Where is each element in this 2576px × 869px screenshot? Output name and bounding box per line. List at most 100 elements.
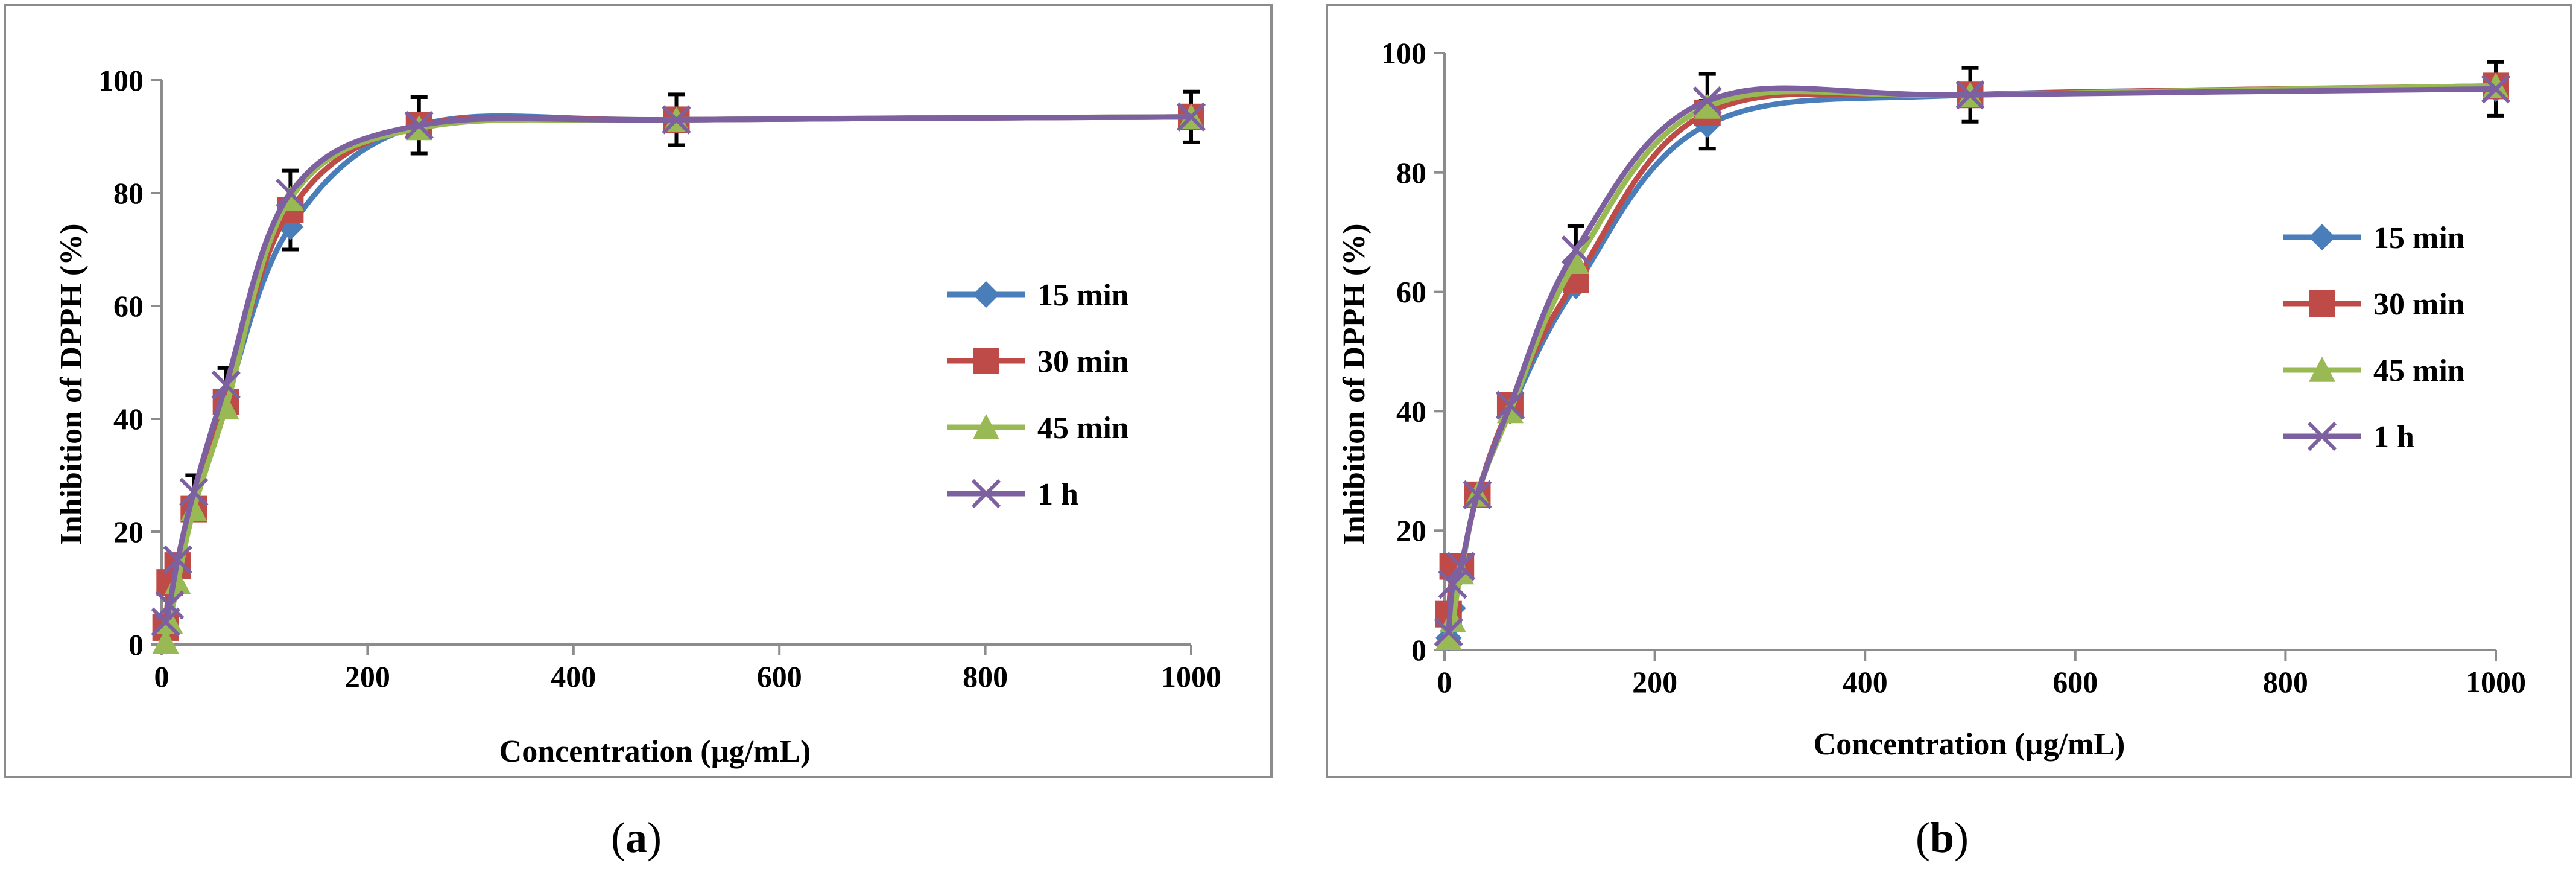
panel-a-series-3-point-stroke-2 (1176, 102, 1206, 132)
panel-b-series-3-point-stroke-2 (1438, 570, 1467, 599)
panel-b-y-tick-label: 60 (1396, 275, 1426, 309)
panel-a-legend-marker (973, 414, 999, 439)
panel-a-series-3-point (151, 607, 180, 637)
panel-b-x-tick-label: 400 (1843, 665, 1888, 699)
panel-a-legend-entry: 30 min (947, 345, 1129, 379)
panel-a-legend-marker (971, 479, 1001, 509)
panel-a-x-axis-title: Concentration (µg/mL) (499, 734, 811, 769)
panel-b-series-3-point (2481, 74, 2511, 104)
panel-b-label-close: ) (1954, 813, 1969, 862)
panel-b-legend-marker (2309, 290, 2335, 317)
panel-a-legend-entry: 1 h (947, 477, 1078, 512)
panel-b-series-3-point (1955, 80, 1985, 110)
panel-a-series-2-point (152, 628, 179, 654)
panel-a-y-tick-label: 60 (113, 289, 144, 323)
panel-a-legend-entry: 15 min (947, 278, 1129, 313)
panel-a-y-axis-title: Inhibition of DPPH (%) (54, 223, 89, 545)
panel-a-x-tick-label: 200 (345, 660, 390, 693)
panel-b-series-2-point (1694, 94, 1721, 119)
panel-b-series-2-point (1562, 249, 1589, 274)
panel-b-legend-label: 1 h (2373, 420, 2414, 454)
panel-b-legend-entry: 45 min (2283, 354, 2465, 388)
panel-b-legend-marker (2307, 421, 2337, 451)
panel-b-label: (b) (1916, 813, 1969, 862)
panel-a-label-open: ( (611, 813, 625, 862)
panel-a-label-letter: a (625, 813, 647, 862)
panel-b-series-2-point (1439, 606, 1466, 632)
panel-b-series-3-point-stroke-2 (1463, 480, 1492, 509)
panel-b-series-3-point (1463, 480, 1492, 509)
panel-a-legend-label: 30 min (1037, 345, 1129, 379)
panel-a-series-3-point (1176, 102, 1206, 132)
panel-a-x-tick-label: 800 (963, 660, 1008, 693)
panel-b-series-3-point-stroke-2 (1495, 390, 1525, 420)
panel-a-x-tick-label: 1000 (1161, 660, 1221, 693)
panel-b-series-3-point-stroke-2 (1434, 617, 1463, 647)
panel-a-series-3-point (662, 105, 691, 135)
panel-a-legend-label: 45 min (1037, 411, 1129, 445)
panel-a-series-3-point (276, 178, 305, 208)
panel-a-x-tick-label: 400 (551, 660, 596, 693)
panel-b-legend-label: 15 min (2373, 221, 2465, 255)
panel-a-series-3-point (404, 110, 434, 140)
panel-b-x-tick-label: 1000 (2466, 665, 2526, 699)
panel-b-legend-marker (2309, 224, 2335, 250)
panel-a-legend-marker (973, 348, 999, 374)
panel-a-legend-marker-stroke-2 (971, 479, 1001, 509)
panel-b-legend-entry: 15 min (2283, 221, 2465, 255)
panel-b-series-3-point (1434, 617, 1463, 647)
panel-a-series-3-point-stroke-2 (155, 590, 185, 620)
panel-a-y-tick-label: 0 (128, 628, 144, 661)
panel-b-y-tick-label: 100 (1381, 36, 1426, 70)
panel-a-legend-label: 15 min (1037, 278, 1129, 313)
panel-a-legend-marker (973, 281, 999, 308)
panel-b-series-3-point-stroke-2 (1446, 552, 1476, 581)
panel-b-y-tick-label: 0 (1411, 633, 1426, 667)
panel-b-legend-marker (2309, 357, 2335, 382)
panel-b-y-tick-label: 80 (1396, 156, 1426, 189)
panel-b-series-3-point-stroke-2 (1955, 80, 1985, 110)
panel-b-frame (1326, 4, 2572, 778)
panel-b-series-3-point (1446, 552, 1476, 581)
panel-a-series-3-point (155, 590, 185, 620)
panel-a-legend-entry: 45 min (947, 411, 1129, 445)
panel-a-series-3-point-stroke-2 (163, 545, 192, 575)
panel-b-legend-entry: 30 min (2283, 287, 2465, 322)
panel-b-x-tick-label: 200 (1632, 665, 1677, 699)
panel-b-y-axis-title: Inhibition of DPPH (%) (1337, 223, 1372, 545)
panel-a-series-3-point (179, 477, 209, 507)
panel-a-series-3-point (163, 545, 192, 575)
panel-a-series-3-point-stroke-2 (662, 105, 691, 135)
panel-b-series-3-point (1438, 570, 1467, 599)
panel-a-legend-label: 1 h (1037, 477, 1078, 512)
panel-b-series-3-point (1692, 86, 1722, 116)
panel-b-legend-label: 30 min (2373, 287, 2465, 322)
panel-a-series-3-point-stroke-2 (276, 178, 305, 208)
panel-b-legend-label: 45 min (2373, 354, 2465, 388)
panel-b-series-3-point (1495, 390, 1525, 420)
panel-a-x-tick-label: 600 (757, 660, 802, 693)
panel-b-x-tick-label: 800 (2263, 665, 2308, 699)
panel-a-series-3-point (211, 370, 241, 400)
panel-a-series-3-point-stroke-2 (404, 110, 434, 140)
panel-a-y-tick-label: 40 (113, 402, 144, 436)
panel-b-series-3-point-stroke-2 (1692, 86, 1722, 116)
panel-a-series-3-point-stroke-2 (211, 370, 241, 400)
panel-a-y-tick-label: 100 (98, 63, 144, 97)
panel-b-y-tick-label: 40 (1396, 394, 1426, 428)
panel-b-legend-marker-stroke-2 (2307, 421, 2337, 451)
panel-b-label-letter: b (1930, 813, 1954, 862)
panel-a-y-tick-label: 20 (113, 515, 144, 549)
panel-a-label-close: ) (647, 813, 662, 862)
panel-b-series-3-point-stroke-2 (1561, 235, 1590, 265)
panel-b-legend-entry: 1 h (2283, 420, 2414, 454)
panel-a-series-2-point (156, 608, 183, 634)
panel-a-y-tick-label: 80 (113, 176, 144, 210)
panel-b-series-line-3 (1446, 85, 2499, 635)
panel-b-x-tick-label: 600 (2052, 665, 2098, 699)
